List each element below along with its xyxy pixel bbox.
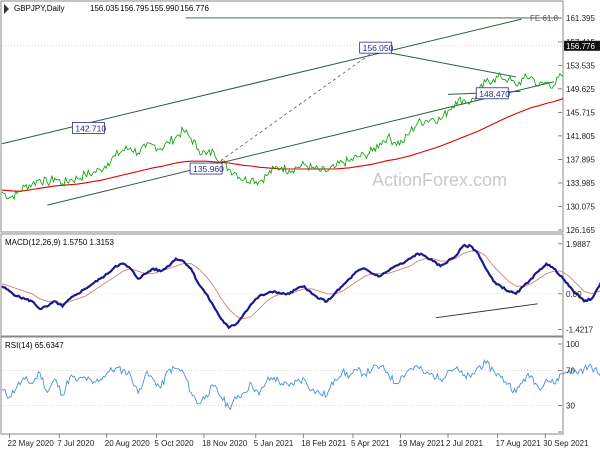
rsi-panel — [0, 336, 564, 435]
macd-line — [1, 243, 600, 330]
annotation-label: 135.960 — [193, 164, 224, 174]
annotation-label: 148.470 — [479, 89, 510, 99]
x-tick-label: 5 Jan 2021 — [254, 439, 294, 448]
x-tick-label: 22 May 2020 — [8, 439, 55, 448]
price-annotation-2: 156.050 — [359, 41, 394, 54]
x-tick-label: 17 Aug 2021 — [496, 439, 541, 448]
price-dashed-line-0 — [205, 49, 376, 172]
macd-y-tick-label: 1.9887 — [566, 240, 591, 249]
price-y-tick-label: 149.625 — [566, 85, 595, 94]
price-series-line — [1, 71, 563, 201]
rsi-title: RSI(14) 65.6347 — [5, 341, 64, 350]
price-panel — [0, 0, 564, 233]
price-title-group: GBPJPY,Daily 156.035 156.795 155.990 156… — [4, 4, 209, 14]
x-tick-label: 18 Feb 2021 — [301, 439, 346, 448]
x-tick-label: 30 Sep 2021 — [543, 439, 589, 448]
price-moving-average-line — [1, 98, 563, 192]
price-y-tick-label: 153.535 — [566, 61, 595, 70]
price-trendline-1 — [47, 81, 554, 206]
rsi-y-tick-label: 30 — [566, 402, 575, 411]
rsi-y-tick-label: 70 — [566, 366, 575, 375]
x-tick-label: 5 Apr 2021 — [351, 439, 390, 448]
rsi-line — [1, 358, 600, 411]
price-y-tick-label: 130.075 — [566, 202, 595, 211]
x-tick-label: 20 Aug 2020 — [105, 439, 150, 448]
price-y-tick-label: 126.165 — [566, 226, 595, 235]
watermark-text: ActionForex.com — [372, 170, 507, 190]
price-title: GBPJPY,Daily — [14, 4, 65, 13]
price-y-tick-label: 145.715 — [566, 108, 595, 117]
price-y-tick-label: 161.395 — [566, 14, 595, 23]
rsi-layer — [1, 358, 600, 411]
macd-title: MACD(12,26,9) 1.5750 1.3153 — [5, 238, 115, 247]
macd-trendline-0 — [436, 303, 538, 319]
x-tick-label: 2 Jul 2021 — [446, 439, 483, 448]
collapse-triangle-icon — [4, 4, 9, 14]
price-annotation-1: 135.960 — [189, 162, 224, 175]
macd-layer — [1, 243, 600, 330]
macd-y-tick-label: 0.00 — [566, 290, 582, 299]
macd-y-tick-label: -1.4217 — [566, 326, 594, 335]
rsi-y-tick-label: 100 — [566, 340, 580, 349]
ohlc-close: 156.776 — [180, 4, 209, 13]
annotation-box — [71, 122, 105, 134]
annotation-box — [475, 87, 509, 100]
fib-extension-label: FE 61.8 — [530, 14, 559, 23]
annotation-box — [189, 162, 223, 175]
price-layer: 142.710 135.960 156.050 148.470 FE 61.8 — [1, 14, 563, 206]
ohlc-high: 156.795 — [120, 4, 149, 13]
x-tick-label: 19 May 2021 — [398, 439, 445, 448]
annotation-label: 156.050 — [363, 43, 394, 53]
price-y-tick-label: 137.895 — [566, 155, 595, 164]
ohlc-open: 156.035 — [90, 4, 119, 13]
last-price-badge — [564, 40, 600, 51]
price-annotation-3: 148.470 — [475, 87, 510, 100]
x-tick-label: 18 Nov 2020 — [202, 439, 248, 448]
price-trendline-2 — [383, 51, 517, 78]
annotation-box — [359, 41, 393, 54]
macd-panel — [0, 233, 564, 337]
price-y-tick-label: 141.805 — [566, 132, 595, 141]
last-price-label: 156.776 — [566, 42, 595, 51]
annotation-label: 142.710 — [75, 123, 106, 133]
price-annotation-0: 142.710 — [71, 122, 106, 134]
x-tick-label: 5 Oct 2020 — [154, 439, 194, 448]
price-y-tick-label: 133.985 — [566, 179, 595, 188]
axis-layer: 161.395157.415153.535149.625145.715141.8… — [8, 14, 600, 448]
ohlc-low: 155.990 — [150, 4, 179, 13]
x-tick-label: 7 Jul 2020 — [57, 439, 94, 448]
